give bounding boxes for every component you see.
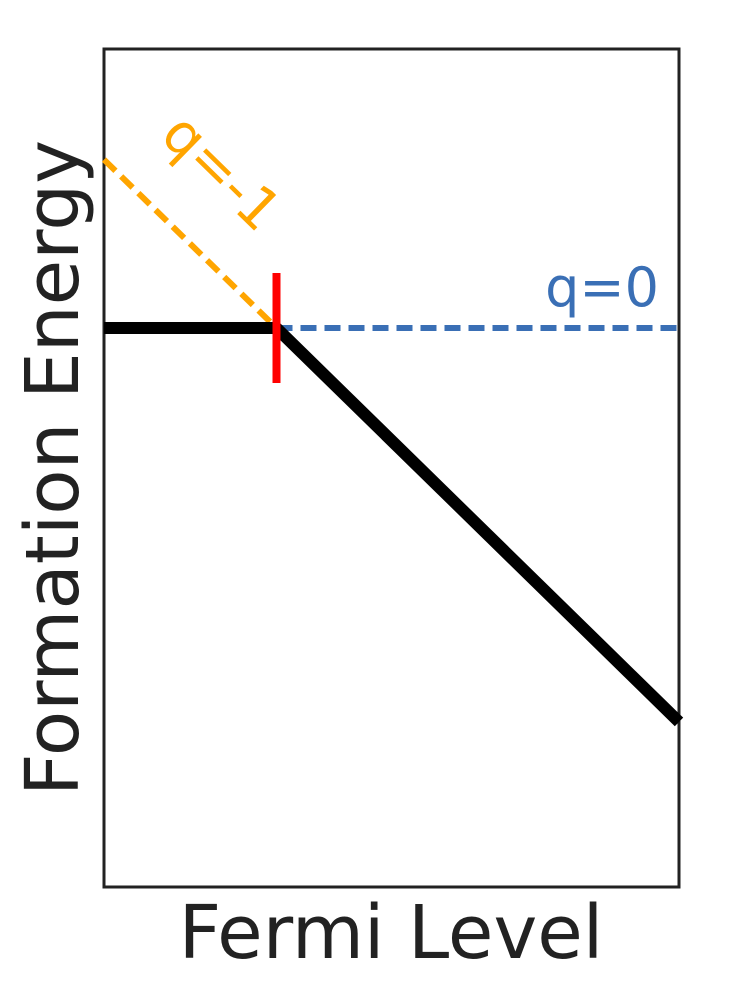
formation-energy-envelope-line [104,322,684,727]
y-axis-label: Formation Energy [10,140,96,796]
x-axis-label: Fermi Level [179,890,604,976]
series-label-q-0: q=0 [545,256,659,319]
series-line-q-minus-1 [101,157,279,331]
series-label-q-minus-1: q=-1 [149,101,293,244]
plot-frame [102,47,681,889]
